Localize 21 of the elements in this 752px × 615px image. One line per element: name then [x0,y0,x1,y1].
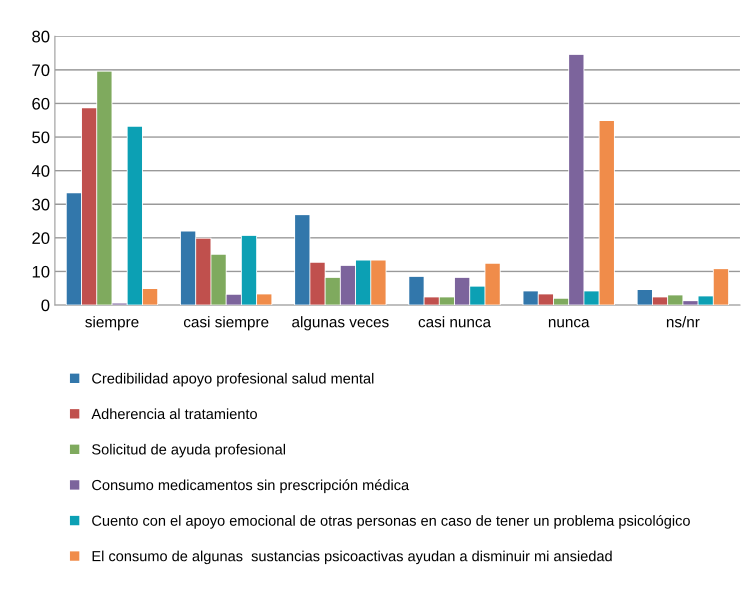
x-tick-label: ns/nr [666,316,700,328]
x-tick-label: algunas veces [292,316,389,330]
legend-label: Cuento con el apoyo emocional de otras personas en caso de tener un problema psicológico [92,514,690,529]
legend-label: Credibilidad apoyo profesional salud mental [92,372,374,386]
y-tick-label: 40 [32,165,50,177]
y-tick-label: 20 [32,232,50,244]
legend-label: Solicitud de ayuda profesional [92,444,285,458]
x-tick-label: casi siempre [184,316,268,330]
legend-label: El consumo de algunas sustancias psicoactivas ayudan a disminuir mi ansiedad [92,550,612,564]
y-tick-label: 60 [32,98,50,110]
y-tick-label: 80 [32,30,50,42]
x-tick-label: casi nunca [418,316,492,328]
y-tick-label: 0 [41,299,50,312]
y-tick-label: 50 [32,131,50,144]
legend-label: Adherencia al tratamiento [91,408,257,420]
legend-label: Consumo medicamentos sin prescripción médica [92,479,410,494]
y-tick-label: 70 [32,64,50,76]
x-tick-label: siempre [85,316,138,330]
y-tick-label: 10 [32,266,50,278]
y-tick-label: 30 [32,198,50,210]
x-tick-label: nunca [548,319,590,328]
